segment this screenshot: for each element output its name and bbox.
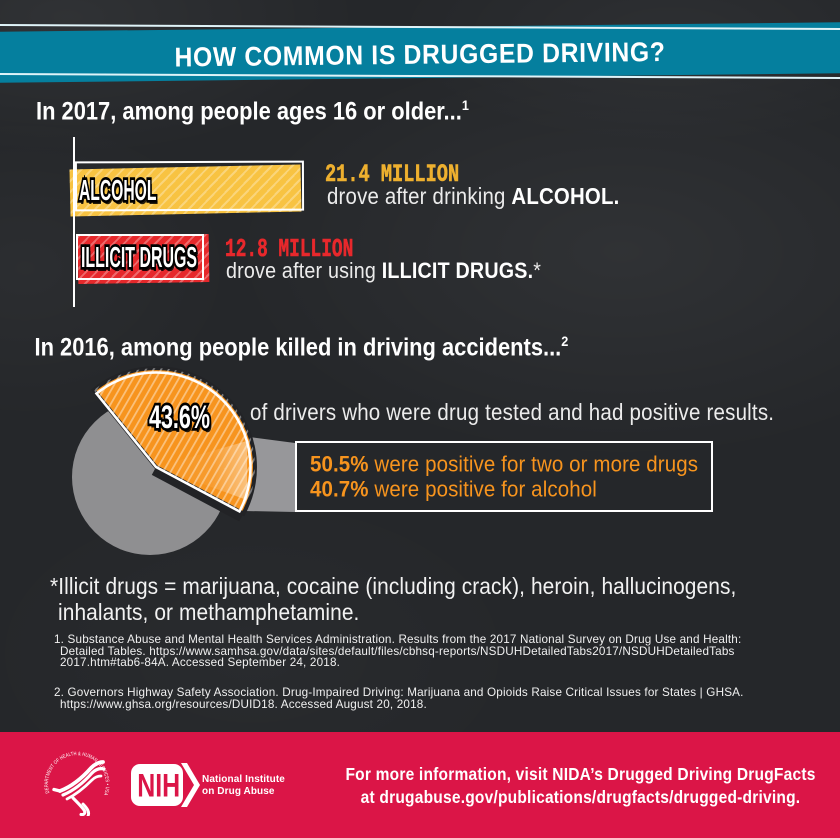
svg-text:NIH: NIH: [137, 769, 180, 805]
